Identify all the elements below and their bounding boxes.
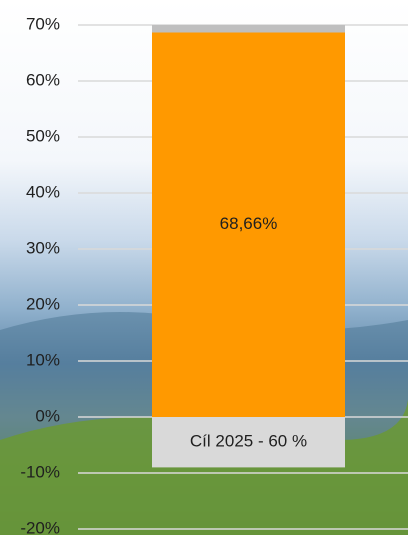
page: -20% -10% 0% 10% 20% 30% 40% 50% 60% 70% 68,66% Cíl…	[0, 0, 408, 535]
y-tick-label: 0%	[35, 406, 60, 425]
y-tick-label: -10%	[20, 462, 60, 481]
y-tick-label: -20%	[20, 518, 60, 535]
bar-segment	[152, 25, 345, 33]
y-tick-label: 60%	[26, 70, 60, 89]
y-tick-label: 70%	[26, 14, 60, 33]
y-tick-label: 20%	[26, 294, 60, 313]
chart: -20% -10% 0% 10% 20% 30% 40% 50% 60% 70% 68,66% Cíl…	[0, 0, 408, 535]
data-label: 68,66%	[220, 214, 278, 233]
annotation: Cíl 2025 - 60 %	[190, 432, 307, 451]
y-tick-label: 30%	[26, 238, 60, 257]
y-tick-label: 50%	[26, 126, 60, 145]
y-tick-label: 10%	[26, 350, 60, 369]
y-tick-label: 40%	[26, 182, 60, 201]
